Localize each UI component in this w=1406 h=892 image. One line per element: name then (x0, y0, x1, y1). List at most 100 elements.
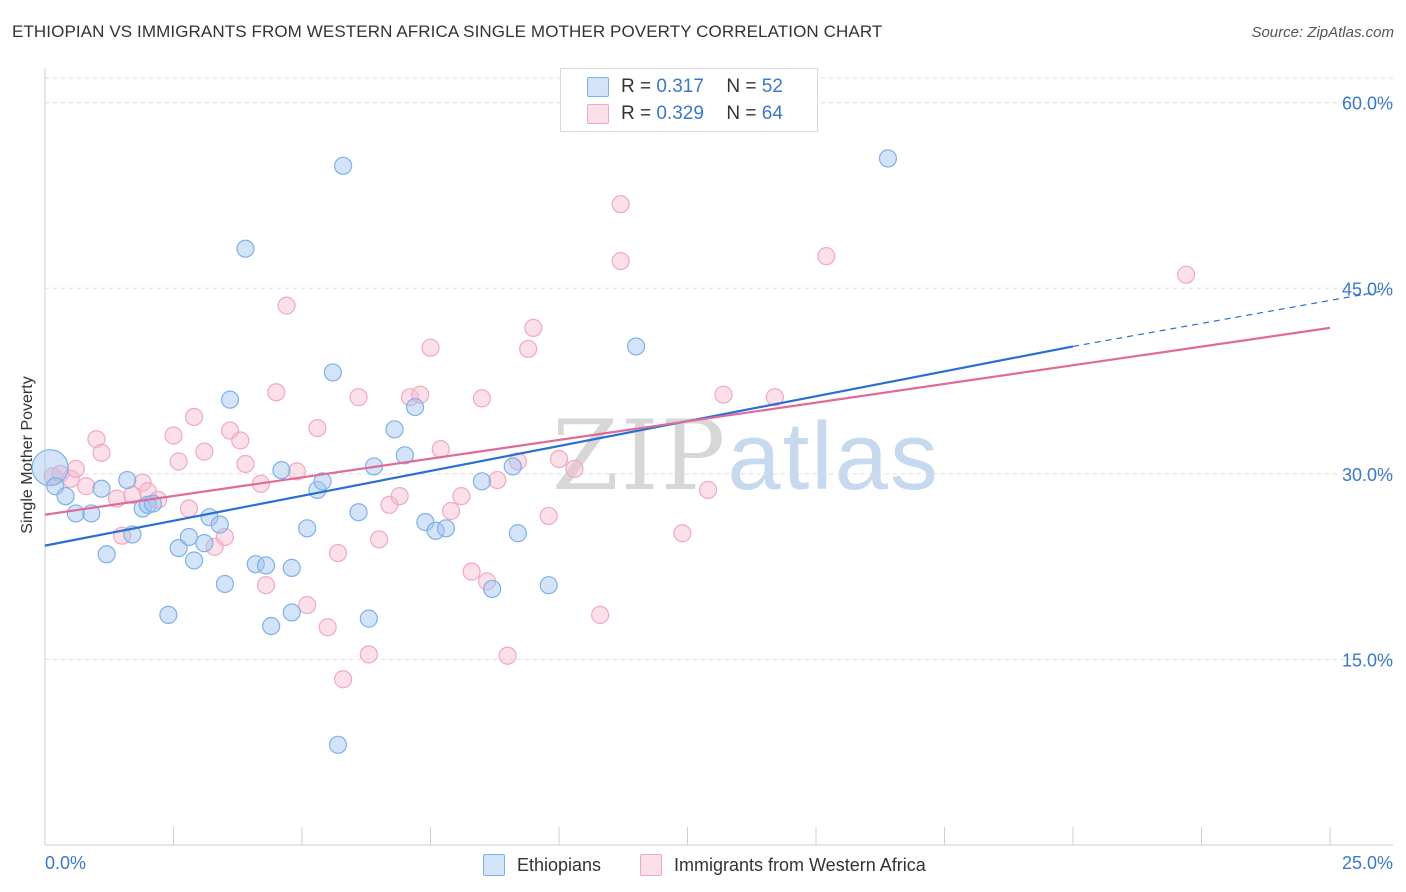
legend-label: Ethiopians (517, 854, 602, 875)
data-point (262, 616, 281, 636)
data-point (77, 477, 96, 496)
data-point (1176, 265, 1196, 284)
n-label: N = (726, 76, 757, 97)
data-point (549, 449, 569, 469)
data-point (159, 605, 178, 625)
y-tick-label: 45.0% (1342, 279, 1393, 299)
legend-swatch-blue (587, 77, 609, 97)
n-label: N = (726, 103, 757, 124)
y-tick-label: 15.0% (1342, 650, 1393, 670)
data-point (462, 562, 481, 581)
data-point (323, 363, 342, 382)
data-point (195, 442, 214, 461)
data-point (118, 470, 137, 490)
data-point (611, 251, 630, 271)
data-point (215, 574, 234, 594)
data-point (231, 431, 250, 450)
r-value: 0.329 (656, 103, 704, 124)
data-point (169, 452, 188, 471)
chart-title: ETHIOPIAN VS IMMIGRANTS FROM WESTERN AFR… (12, 22, 883, 41)
data-point (431, 440, 450, 459)
legend-swatch-blue (483, 854, 505, 876)
data-point (503, 457, 522, 476)
data-point (508, 524, 527, 543)
data-point (164, 426, 183, 445)
data-point (436, 519, 456, 538)
data-point (298, 519, 317, 538)
data-point (472, 472, 491, 491)
data-point (334, 670, 353, 689)
data-point (133, 473, 152, 492)
r-label: R = (621, 76, 652, 97)
data-point (359, 645, 378, 664)
data-point (524, 318, 543, 337)
data-point (220, 390, 240, 409)
data-point (267, 383, 286, 402)
correlation-legend: R = 0.317 N = 52 R = 0.329 N = 64 (560, 68, 818, 132)
data-point (539, 506, 558, 526)
legend-item-western-africa: Immigrants from Western Africa (640, 852, 926, 878)
data-point (488, 470, 507, 490)
data-point (298, 595, 317, 615)
trend-line-ethiopians-extension (1072, 290, 1381, 348)
data-point (282, 603, 301, 622)
data-point (565, 459, 584, 479)
data-point (878, 149, 898, 168)
watermark-atlas: atlas (727, 403, 940, 510)
series-ethiopians (31, 149, 898, 754)
data-point (31, 449, 69, 487)
data-point (673, 524, 692, 543)
data-point (714, 385, 733, 404)
legend-swatch-pink (640, 854, 662, 876)
n-value: 64 (761, 103, 783, 124)
data-point (328, 735, 348, 754)
data-point (359, 609, 378, 628)
data-point (92, 479, 111, 498)
data-point (817, 247, 836, 266)
data-point (92, 443, 111, 462)
data-point (421, 338, 440, 357)
data-point (519, 339, 538, 359)
data-point (236, 239, 255, 258)
data-point (277, 296, 296, 315)
data-point (184, 551, 204, 570)
tick-labels: 15.0% 30.0% 45.0% 60.0% 0.0% 25.0% (45, 94, 1393, 873)
data-point (66, 459, 85, 479)
trend-line-ethiopians (44, 345, 1074, 547)
data-point (287, 462, 306, 481)
r-value: 0.317 (656, 76, 704, 97)
series-legend: Ethiopians Immigrants from Western Afric… (0, 852, 1406, 878)
data-point (698, 480, 718, 500)
n-value: 52 (761, 76, 783, 97)
data-point (282, 558, 301, 577)
data-point (334, 156, 353, 175)
data-point (328, 543, 348, 563)
data-point (169, 538, 188, 558)
data-point (313, 472, 332, 491)
data-point (498, 646, 517, 665)
data-point (236, 454, 255, 474)
series-western-africa (43, 195, 1196, 689)
legend-label: Immigrants from Western Africa (674, 854, 926, 875)
data-point (349, 503, 368, 522)
data-point (210, 515, 229, 534)
data-point (56, 487, 75, 506)
data-point (483, 579, 502, 599)
legend-item-ethiopians: Ethiopians (483, 852, 601, 878)
legend-swatch-pink (587, 104, 609, 124)
y-tick-label: 30.0% (1342, 465, 1393, 485)
data-point (452, 487, 471, 506)
data-point (441, 501, 461, 521)
data-point (308, 418, 327, 438)
data-point (472, 389, 491, 408)
y-tick-label: 60.0% (1342, 94, 1393, 114)
data-point (179, 499, 199, 518)
axes (44, 68, 1393, 846)
x-tick-label: 0.0% (45, 853, 86, 873)
data-point (272, 461, 291, 480)
data-point (611, 195, 630, 214)
data-point (87, 430, 106, 449)
data-point (395, 446, 414, 465)
grid (45, 77, 1393, 660)
data-point (539, 576, 558, 595)
